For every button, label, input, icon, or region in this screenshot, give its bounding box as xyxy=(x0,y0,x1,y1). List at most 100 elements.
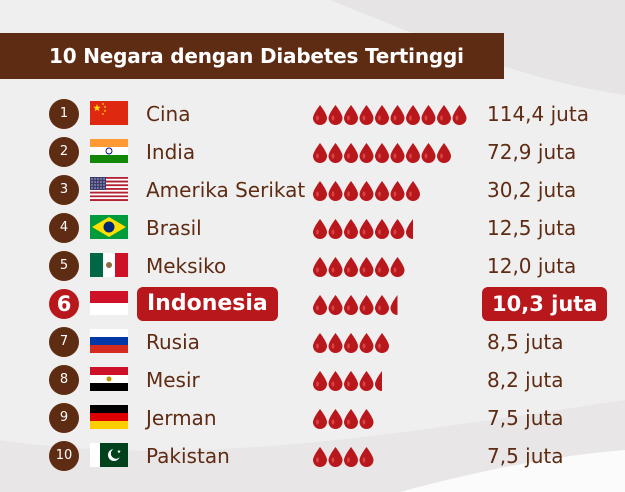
partial-blood-drop-icon xyxy=(406,219,413,239)
value-label: 7,5 juta xyxy=(487,406,564,430)
blood-drop-icon xyxy=(313,143,327,163)
blood-drop-icon xyxy=(328,143,343,163)
blood-drop-icon xyxy=(344,371,358,391)
blood-drop-icon xyxy=(313,333,327,353)
drop-bar xyxy=(313,371,382,391)
value-label: 72,9 juta xyxy=(487,140,577,164)
country-label: Jerman xyxy=(146,406,217,430)
blood-drop-icon xyxy=(344,219,358,239)
country-label: Cina xyxy=(146,102,191,126)
partial-blood-drop-icon xyxy=(390,295,398,315)
value-label: 30,2 juta xyxy=(487,178,577,202)
rank-badge: 7 xyxy=(49,327,79,357)
blood-drop-icon xyxy=(359,181,374,201)
value-label: 12,0 juta xyxy=(487,254,577,278)
blood-drop-icon xyxy=(344,447,358,467)
blood-drop-icon xyxy=(344,409,358,429)
blood-drop-icon xyxy=(328,257,343,277)
blood-drop-icon xyxy=(328,333,343,353)
rank-badge: 9 xyxy=(49,403,79,433)
rank-badge: 2 xyxy=(49,137,79,167)
blood-drop-icon xyxy=(313,371,327,391)
blood-drop-icon xyxy=(359,257,374,277)
country-row: 3 Amerika Serikat 30,2 juta xyxy=(0,171,625,207)
rank-badge: 1 xyxy=(49,99,79,129)
drop-bar xyxy=(313,409,374,429)
rank-badge: 8 xyxy=(49,365,79,395)
blood-drop-icon xyxy=(375,333,389,353)
blood-drop-icon xyxy=(344,295,358,315)
mexico-flag-icon xyxy=(90,253,128,277)
blood-drop-icon xyxy=(328,447,343,467)
drop-bar xyxy=(313,257,405,277)
blood-drop-icon xyxy=(375,219,389,239)
germany-flag-icon xyxy=(90,405,128,429)
drop-bar xyxy=(313,105,467,125)
value-label: 8,5 juta xyxy=(487,330,564,354)
country-row: 5 Meksiko 12,0 juta xyxy=(0,247,625,283)
country-row: 2 India 72,9 juta xyxy=(0,133,625,169)
blood-drop-icon xyxy=(359,295,374,315)
blood-drop-icon xyxy=(328,105,343,125)
blood-drop-icon xyxy=(375,105,389,125)
blood-drop-icon xyxy=(375,257,389,277)
blood-drop-icon xyxy=(313,447,327,467)
country-label: Brasil xyxy=(146,216,202,240)
value-label: 8,2 juta xyxy=(487,368,564,392)
blood-drop-icon xyxy=(313,105,327,125)
drop-bar xyxy=(313,295,398,315)
blood-drop-icon xyxy=(390,257,405,277)
blood-drop-icon xyxy=(390,219,405,239)
blood-drop-icon xyxy=(313,219,327,239)
india-flag-icon xyxy=(90,139,128,163)
chart-title: 10 Negara dengan Diabetes Tertinggi xyxy=(49,44,464,68)
russia-flag-icon xyxy=(90,329,128,353)
blood-drop-icon xyxy=(344,333,358,353)
country-row: 1 Cina 114,4 juta xyxy=(0,95,625,131)
country-label: Meksiko xyxy=(146,254,227,278)
drop-bar xyxy=(313,333,389,353)
blood-drop-icon xyxy=(344,181,358,201)
blood-drop-icon xyxy=(437,143,451,163)
brazil-flag-icon xyxy=(90,215,128,239)
blood-drop-icon xyxy=(328,371,343,391)
drop-bar xyxy=(313,181,420,201)
blood-drop-icon xyxy=(375,143,389,163)
china-flag-icon xyxy=(90,101,128,125)
country-row: 9 Jerman 7,5 juta xyxy=(0,399,625,435)
rank-badge: 5 xyxy=(49,251,79,281)
blood-drop-icon xyxy=(359,333,374,353)
blood-drop-icon xyxy=(390,143,405,163)
blood-drop-icon xyxy=(344,257,358,277)
blood-drop-icon xyxy=(359,105,374,125)
country-label: Pakistan xyxy=(146,444,230,468)
partial-blood-drop-icon xyxy=(375,371,382,391)
value-label: 12,5 juta xyxy=(487,216,577,240)
rank-badge: 10 xyxy=(49,441,79,471)
usa-flag-icon xyxy=(90,177,128,201)
blood-drop-icon xyxy=(313,257,327,277)
country-row: 4 Brasil 12,5 juta xyxy=(0,209,625,245)
blood-drop-icon xyxy=(328,219,343,239)
blood-drop-icon xyxy=(406,143,420,163)
rank-badge: 6 xyxy=(49,289,79,319)
value-label: 114,4 juta xyxy=(487,102,589,126)
blood-drop-icon xyxy=(359,219,374,239)
blood-drop-icon xyxy=(375,295,389,315)
blood-drop-icon xyxy=(437,105,451,125)
blood-drop-icon xyxy=(313,295,327,315)
drop-bar xyxy=(313,219,413,239)
blood-drop-icon xyxy=(406,105,420,125)
blood-drop-icon xyxy=(313,409,327,429)
egypt-flag-icon xyxy=(90,367,128,391)
title-bar: 10 Negara dengan Diabetes Tertinggi xyxy=(0,33,504,79)
blood-drop-icon xyxy=(421,143,436,163)
drop-bar xyxy=(313,447,374,467)
blood-drop-icon xyxy=(406,181,420,201)
pakistan-flag-icon xyxy=(90,443,128,467)
value-label: 7,5 juta xyxy=(487,444,564,468)
blood-drop-icon xyxy=(421,105,436,125)
blood-drop-icon xyxy=(328,181,343,201)
blood-drop-icon xyxy=(359,409,374,429)
country-label: Mesir xyxy=(146,368,200,392)
